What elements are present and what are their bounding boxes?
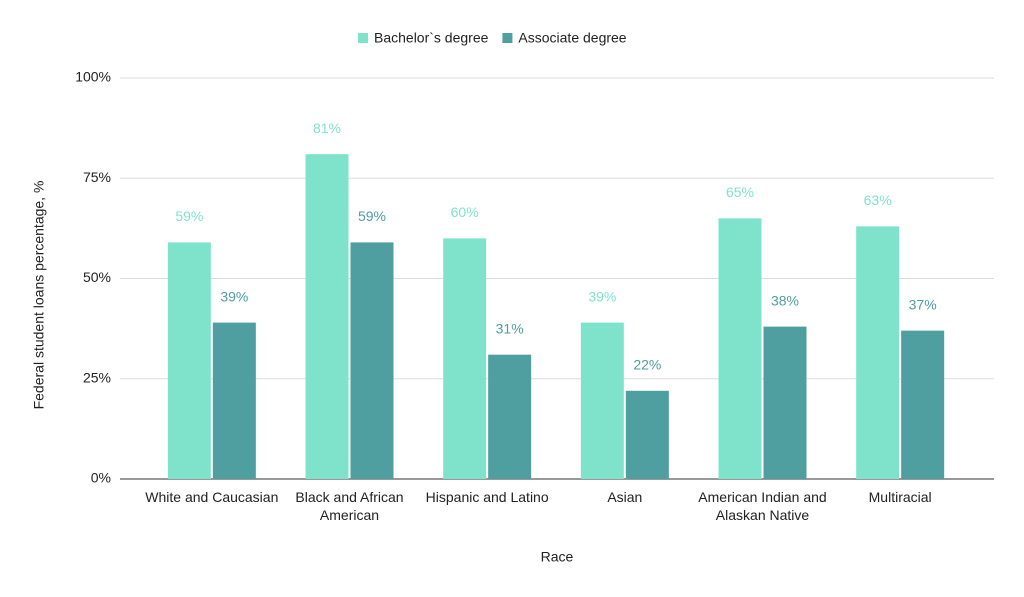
- y-tick-label: 100%: [75, 69, 111, 85]
- data-label: 31%: [496, 320, 524, 336]
- y-tick-label: 75%: [83, 169, 111, 185]
- data-label: 59%: [175, 208, 203, 224]
- data-label: 39%: [588, 288, 616, 304]
- bar: [763, 326, 807, 479]
- bar: [856, 226, 900, 479]
- bar: [212, 322, 256, 479]
- y-axis-label: Federal student loans percentage, %: [31, 181, 47, 410]
- data-label: 65%: [726, 184, 754, 200]
- bar: [167, 242, 211, 479]
- x-axis-label: Race: [541, 549, 574, 565]
- legend-label: Associate degree: [518, 30, 626, 46]
- data-label: 37%: [909, 296, 937, 312]
- legend-swatch: [358, 33, 368, 43]
- bar: [305, 154, 349, 479]
- data-label: 38%: [771, 292, 799, 308]
- y-tick-label: 50%: [83, 269, 111, 285]
- x-tick-label: Black and African American: [295, 489, 404, 523]
- bar: [718, 218, 762, 479]
- data-label: 39%: [220, 288, 248, 304]
- x-tick-label: Hispanic and Latino: [425, 489, 549, 505]
- x-tick-label: White and Caucasian: [145, 489, 279, 505]
- data-label: 63%: [864, 192, 892, 208]
- data-label: 22%: [633, 356, 661, 372]
- legend-swatch: [502, 33, 513, 43]
- x-tick-label: Asian: [607, 489, 643, 505]
- bar: [625, 390, 669, 479]
- bar: [580, 322, 624, 479]
- legend-label: Bachelor`s degree: [374, 30, 489, 46]
- bar: [901, 330, 945, 479]
- y-tick-label: 0%: [91, 470, 111, 486]
- data-label: 81%: [313, 120, 341, 136]
- data-label: 60%: [451, 204, 479, 220]
- x-tick-label: Multiracial: [868, 489, 932, 505]
- y-tick-label: 25%: [83, 369, 111, 385]
- bar: [350, 242, 394, 479]
- bar: [443, 238, 487, 479]
- x-tick-label: American Indian and Alaskan Native: [698, 489, 827, 523]
- bar: [488, 354, 532, 479]
- data-label: 59%: [358, 208, 386, 224]
